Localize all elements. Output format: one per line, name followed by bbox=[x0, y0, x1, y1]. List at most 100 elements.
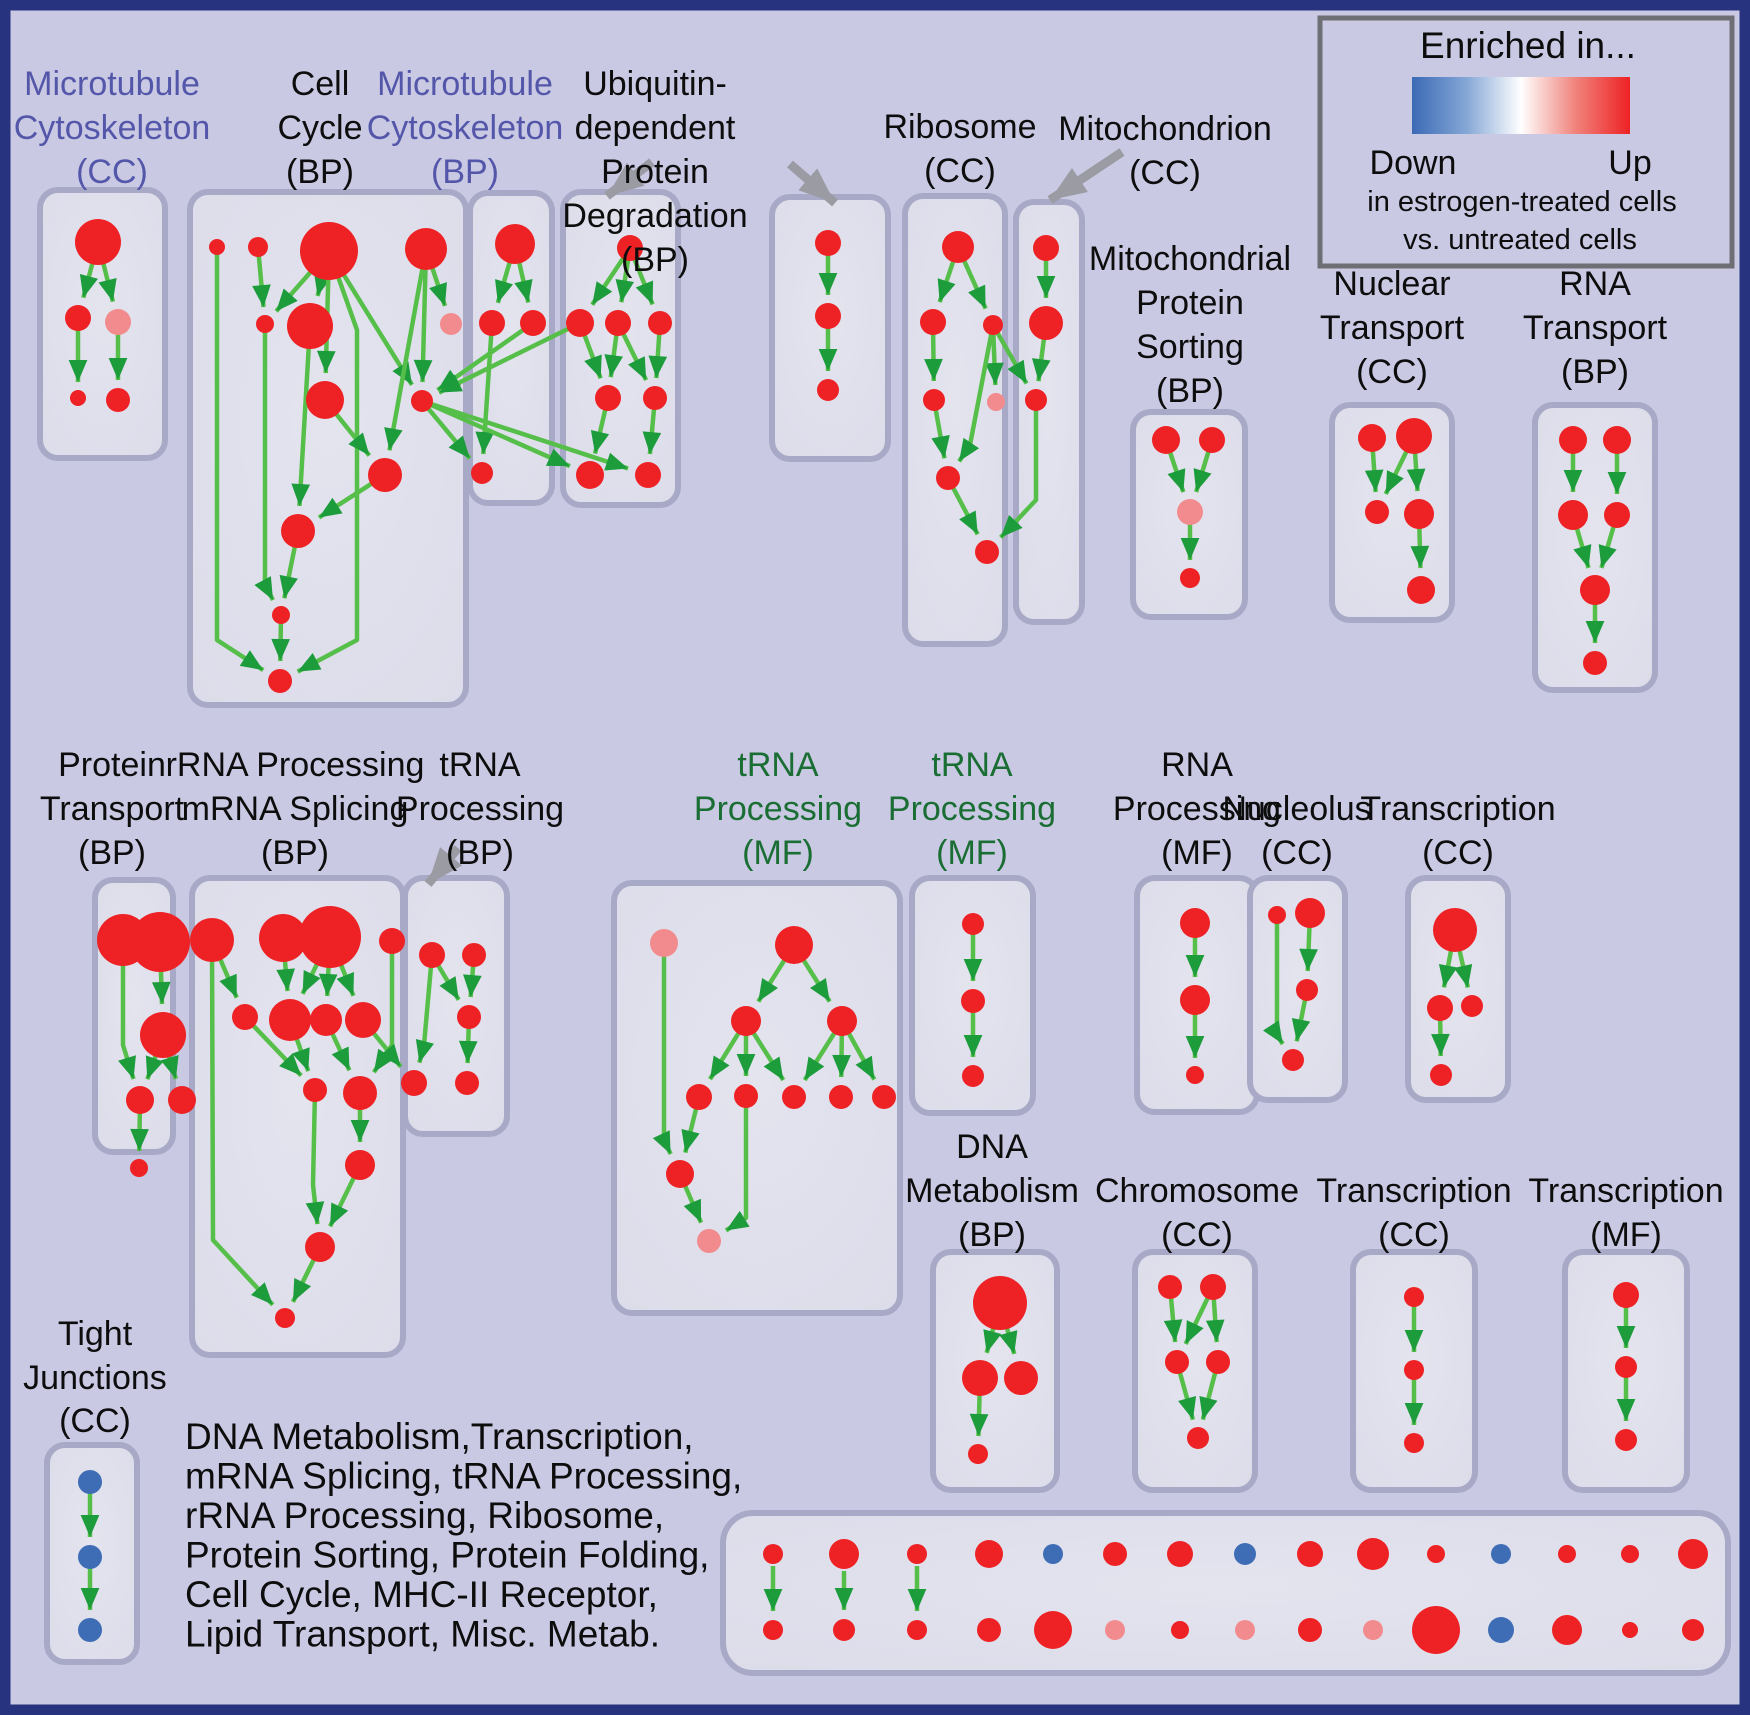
node-tight-junctions-1 bbox=[78, 1545, 102, 1569]
node-ubiquitin-degradation-4 bbox=[595, 385, 621, 411]
node-mitochondrial-protein-sorting-2 bbox=[1177, 499, 1203, 525]
node-ubiquitin-degradation-2-1 bbox=[815, 303, 841, 329]
node-nuclear-transport-3 bbox=[1404, 499, 1434, 529]
note-text-line-0: DNA Metabolism,Transcription, bbox=[185, 1416, 694, 1457]
edge-rrna-processing-mrna-splicing-1 bbox=[209, 939, 275, 1307]
layer-boxes bbox=[37, 187, 1731, 1676]
node-trna-processing-bp-2 bbox=[457, 1005, 481, 1029]
node-microtubule-cc-0 bbox=[75, 219, 121, 265]
cluster-label-ubiquitin-degradation: (BP) bbox=[621, 241, 689, 279]
edge-cell-cycle-7 bbox=[413, 248, 433, 383]
node-transcription-cc-mid-2 bbox=[1461, 995, 1483, 1017]
node-microtubule-cc-4 bbox=[106, 388, 130, 412]
node-tight-junctions-2 bbox=[78, 1618, 102, 1642]
node-ribosome-1 bbox=[920, 309, 946, 335]
cluster-label-dna-metabolism: Metabolism bbox=[905, 1172, 1079, 1210]
node-cell-cycle-4 bbox=[256, 315, 274, 333]
grid-node-bottom-9 bbox=[1363, 1620, 1383, 1640]
node-protein-transport-3 bbox=[126, 1086, 154, 1114]
cluster-label-microtubule-bp: Cytoskeleton bbox=[367, 109, 564, 147]
grid-node-top-9 bbox=[1357, 1538, 1389, 1570]
cluster-box-rna-transport bbox=[1532, 402, 1658, 693]
node-microtubule-bp-0 bbox=[495, 224, 535, 264]
cluster-label-microtubule-cc: (CC) bbox=[76, 153, 148, 191]
cluster-label-rna-processing-mf: RNA bbox=[1161, 746, 1233, 784]
cluster-label-microtubule-bp: (BP) bbox=[431, 153, 499, 191]
cross-edge-6 bbox=[999, 400, 1039, 539]
cluster-label-ribosome: (CC) bbox=[924, 152, 996, 190]
node-rna-processing-mf-0 bbox=[1180, 908, 1210, 938]
cluster-box-chromosome bbox=[1132, 1249, 1258, 1493]
node-ubiquitin-degradation-3 bbox=[648, 311, 672, 335]
node-cell-cycle-8 bbox=[411, 390, 433, 412]
cluster-label-microtubule-bp: Microtubule bbox=[377, 65, 553, 103]
node-rrna-processing-mrna-splicing-6 bbox=[310, 1004, 342, 1036]
grid-node-bottom-10 bbox=[1412, 1606, 1460, 1654]
node-protein-transport-1 bbox=[130, 912, 190, 972]
node-protein-transport-4 bbox=[168, 1086, 196, 1114]
cluster-label-mitochondrion: Mitochondrion bbox=[1058, 110, 1272, 148]
edge-protein-transport-0 bbox=[118, 940, 136, 1080]
cluster-label-trna-processing-mf-small: (MF) bbox=[936, 834, 1008, 872]
node-transcription-mf-0 bbox=[1613, 1282, 1639, 1308]
node-rrna-processing-mrna-splicing-2 bbox=[299, 906, 361, 968]
grid-node-bottom-2 bbox=[907, 1620, 927, 1640]
edge-cell-cycle-1 bbox=[252, 246, 271, 308]
cluster-label-chromosome: (CC) bbox=[1161, 1216, 1233, 1254]
cluster-label-trna-processing-mf-large: tRNA bbox=[737, 746, 819, 784]
node-dna-metabolism-3 bbox=[968, 1444, 988, 1464]
cluster-label-mitochondrial-protein-sorting: (BP) bbox=[1156, 372, 1224, 410]
cluster-label-rrna-processing-mrna-splicing: mRNA Splicing bbox=[182, 790, 409, 828]
node-transcription-cc-mid-1 bbox=[1427, 995, 1453, 1021]
edge-cell-cycle-10 bbox=[291, 325, 313, 507]
note-text-line-3: Protein Sorting, Protein Folding, bbox=[185, 1535, 709, 1576]
node-rna-transport-5 bbox=[1583, 651, 1607, 675]
node-transcription-cc-mid-3 bbox=[1430, 1064, 1452, 1086]
node-trna-processing-bp-3 bbox=[401, 1070, 427, 1096]
node-trna-processing-mf-large-1 bbox=[775, 926, 813, 964]
cluster-label-protein-transport: Protein bbox=[58, 746, 166, 784]
edge-microtubule-bp-2 bbox=[475, 322, 495, 455]
grid-node-top-12 bbox=[1558, 1545, 1576, 1563]
grid-node-top-6 bbox=[1167, 1541, 1193, 1567]
node-cell-cycle-5 bbox=[287, 303, 333, 349]
node-rrna-processing-mrna-splicing-12 bbox=[275, 1308, 295, 1328]
node-trna-processing-bp-4 bbox=[455, 1071, 479, 1095]
node-dna-metabolism-2 bbox=[1004, 1361, 1038, 1395]
cluster-label-rna-transport: (BP) bbox=[1561, 353, 1629, 391]
node-transcription-cc-bottom-1 bbox=[1404, 1360, 1424, 1380]
cluster-label-trna-processing-bp: Processing bbox=[396, 790, 564, 828]
node-transcription-cc-bottom-0 bbox=[1404, 1287, 1424, 1307]
cluster-label-nucleolus: (CC) bbox=[1261, 834, 1333, 872]
cross-edge-4 bbox=[421, 398, 629, 471]
cluster-label-ubiquitin-degradation: Protein bbox=[601, 153, 709, 191]
node-ubiquitin-degradation-2-2 bbox=[817, 379, 839, 401]
node-trna-processing-mf-small-2 bbox=[962, 1065, 984, 1087]
layer-nodes bbox=[65, 219, 1708, 1654]
node-rna-transport-4 bbox=[1580, 575, 1610, 605]
node-protein-transport-2 bbox=[140, 1012, 186, 1058]
gray-pointer-arrow-3 bbox=[424, 845, 463, 887]
cluster-label-transcription-cc-bottom: (CC) bbox=[1378, 1216, 1450, 1254]
grid-node-top-1 bbox=[829, 1539, 859, 1569]
legend-down-label: Down bbox=[1370, 144, 1457, 182]
cluster-label-ubiquitin-degradation: Ubiquitin- bbox=[583, 65, 727, 103]
bottom-grid-box bbox=[720, 1510, 1731, 1676]
node-nucleolus-0 bbox=[1268, 906, 1286, 924]
node-cell-cycle-11 bbox=[272, 606, 290, 624]
cluster-label-nucleolus: Nucleolus bbox=[1222, 790, 1371, 828]
node-trna-processing-mf-large-3 bbox=[827, 1006, 857, 1036]
node-cell-cycle-10 bbox=[281, 514, 315, 548]
cluster-label-transcription-cc-bottom: Transcription bbox=[1316, 1172, 1511, 1210]
node-trna-processing-mf-large-0 bbox=[650, 929, 678, 957]
grid-node-bottom-5 bbox=[1105, 1620, 1125, 1640]
node-cell-cycle-7 bbox=[306, 381, 344, 419]
node-trna-processing-mf-large-5 bbox=[734, 1084, 758, 1108]
legend-box bbox=[1317, 15, 1735, 269]
node-mitochondrial-protein-sorting-3 bbox=[1180, 568, 1200, 588]
node-trna-processing-mf-small-1 bbox=[961, 989, 985, 1013]
node-trna-processing-mf-large-10 bbox=[697, 1229, 721, 1253]
node-ubiquitin-degradation-0 bbox=[617, 235, 643, 261]
grid-node-bottom-8 bbox=[1298, 1618, 1322, 1642]
grid-node-bottom-6 bbox=[1171, 1621, 1189, 1639]
